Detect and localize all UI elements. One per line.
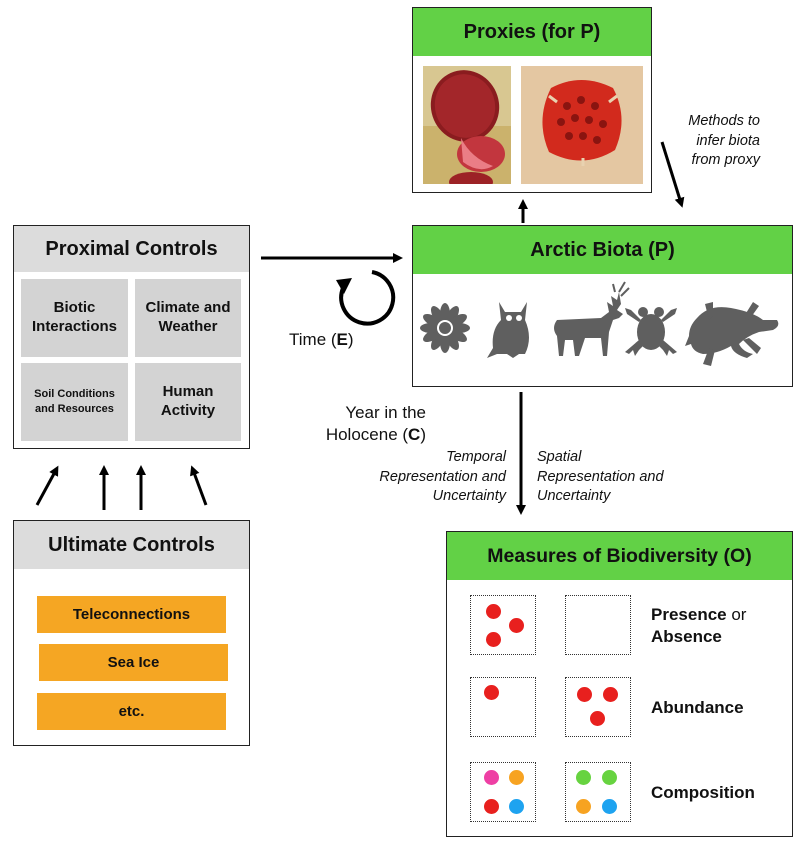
dot [576, 799, 591, 814]
pollen-grain-elongated-icon [423, 66, 511, 184]
dot [603, 687, 618, 702]
proxies-box: Proxies (for P) [412, 7, 652, 193]
cell-human-activity: Human Activity [135, 363, 241, 441]
cell-biotic-interactions: Biotic Interactions [21, 279, 128, 357]
pollen-grain-triporate-icon [521, 66, 643, 184]
dot [577, 687, 592, 702]
spatial-representation-label: Spatial Representation and Uncertainty [537, 449, 664, 505]
arrow-methods [660, 141, 685, 208]
presence-plot [470, 595, 536, 655]
dot [486, 632, 501, 647]
ultimate-controls-box: Ultimate Controls Teleconnections Sea Ic… [13, 520, 250, 746]
pollen-photo-2 [521, 66, 643, 184]
biota-icons [420, 281, 779, 366]
arrow-ultimate-1 [35, 465, 59, 506]
deer-icon [554, 281, 630, 356]
absence-plot [565, 595, 631, 655]
dot [484, 685, 499, 700]
dot [602, 799, 617, 814]
ultimate-controls-title: Ultimate Controls [14, 521, 249, 569]
pollen-photo-1 [423, 66, 511, 184]
dot [484, 770, 499, 785]
composition-label: Composition [651, 783, 755, 802]
arctic-biota-box: Arctic Biota (P) [412, 225, 793, 387]
composition-plot-2 [565, 762, 631, 822]
proximal-controls-box: Proximal Controls Biotic Interactions Cli… [13, 225, 250, 449]
flower-icon [420, 303, 470, 353]
cell-climate-weather: Climate and Weather [135, 279, 241, 357]
time-loop-icon [339, 270, 396, 326]
time-label: Time (E) [289, 330, 354, 349]
dot [576, 770, 591, 785]
dot [509, 799, 524, 814]
methods-label: Methods to infer biota from proxy [688, 113, 760, 169]
dot [484, 799, 499, 814]
etc-item: etc. [37, 693, 226, 730]
dot [590, 711, 605, 726]
proxies-title: Proxies (for P) [413, 8, 651, 56]
biodiversity-box: Measures of Biodiversity (O) Presence or… [446, 531, 793, 837]
temporal-representation-label: Temporal Representation and Uncertainty [379, 449, 506, 505]
cell-soil-conditions: Soil Conditions and Resources [21, 363, 128, 441]
teleconnections-item: Teleconnections [37, 596, 226, 633]
proximal-controls-title: Proximal Controls [14, 226, 249, 272]
dot [509, 770, 524, 785]
owl-icon [487, 302, 529, 358]
abundance-high-plot [565, 677, 631, 737]
year-in-holocene-label: Year in the Holocene (C) [325, 403, 426, 445]
abundance-low-plot [470, 677, 536, 737]
lizard-icon [685, 302, 779, 366]
sea-ice-item: Sea Ice [39, 644, 228, 681]
presence-absence-label: Presence or Absence [651, 605, 747, 647]
frog-icon [625, 307, 677, 356]
composition-plot-1 [470, 762, 536, 822]
arctic-biota-title: Arctic Biota (P) [413, 226, 792, 274]
biodiversity-title: Measures of Biodiversity (O) [447, 532, 792, 580]
dot [509, 618, 524, 633]
dot [602, 770, 617, 785]
abundance-label: Abundance [651, 698, 744, 717]
arrow-ultimate-4 [190, 465, 208, 506]
dot [486, 604, 501, 619]
